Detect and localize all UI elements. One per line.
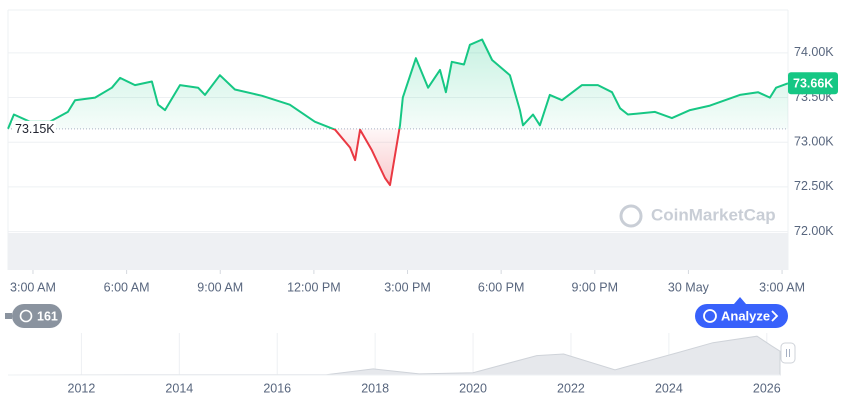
x-tick-label: 6:00 PM (478, 280, 525, 294)
badge-icon (19, 309, 33, 323)
baseline-label: 73.15K (15, 122, 55, 136)
y-tick-label: 74.00K (794, 45, 834, 59)
watermark: CoinMarketCap (651, 205, 776, 224)
navigator-handle (780, 342, 796, 364)
area (8, 39, 788, 186)
y-tick-label: 72.50K (794, 179, 834, 193)
button-chevron (771, 310, 779, 322)
volume-band (8, 233, 788, 270)
x-tick-label: 30 May (668, 280, 710, 294)
y-tick-label: 73.00K (794, 135, 834, 149)
navigator-tick-label: 2012 (68, 381, 96, 395)
badge-text: 161 (37, 309, 58, 323)
x-tick-label: 3:00 PM (384, 280, 431, 294)
navigator-tick-label: 2016 (263, 381, 291, 395)
baseline-label-bg (12, 120, 56, 137)
navigator-tick-label: 2020 (459, 381, 487, 395)
y-tick-label: 72.00K (794, 224, 834, 238)
x-tick-label: 3:00 AM (759, 280, 805, 294)
navigator-tick-label: 2026 (753, 381, 781, 395)
history-badge[interactable]: 161 (5, 304, 62, 328)
current-label: 73.66K (793, 77, 833, 91)
price-line (7, 38, 789, 187)
button-text: Analyze (721, 308, 770, 323)
button-pointer (734, 297, 746, 304)
x-tick-label: 9:00 AM (197, 280, 243, 294)
navigator-tick-label: 2024 (655, 381, 683, 395)
watermark-logo (619, 204, 643, 228)
x-tick-label: 6:00 AM (104, 280, 150, 294)
x-tick-label: 12:00 PM (287, 280, 341, 294)
navigator-tick-label: 2018 (361, 381, 389, 395)
analyze-button[interactable]: Analyze (695, 297, 788, 328)
x-tick-label: 3:00 AM (10, 280, 56, 294)
x-tick-label: 9:00 PM (572, 280, 619, 294)
button-bg (695, 304, 788, 328)
navigator-tick-label: 2014 (165, 381, 193, 395)
button-icon (703, 309, 717, 323)
current-label-bg (788, 72, 838, 95)
navigator-tick-label: 2022 (557, 381, 585, 395)
navigator-area (7, 335, 781, 376)
